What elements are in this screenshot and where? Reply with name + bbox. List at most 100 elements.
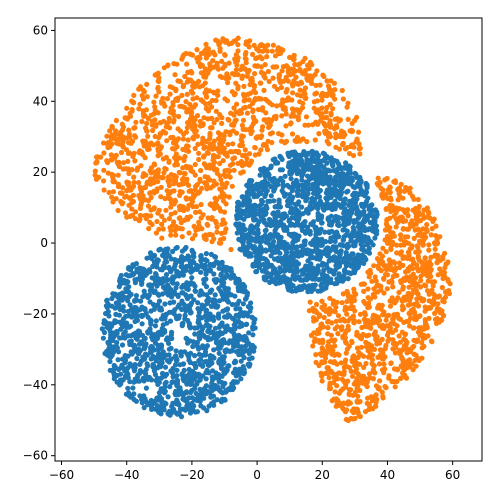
- data-point: [182, 316, 188, 322]
- data-point: [144, 212, 150, 218]
- data-point: [161, 278, 167, 284]
- data-point: [275, 247, 281, 253]
- data-point: [336, 146, 343, 152]
- data-point: [221, 280, 227, 286]
- data-point: [256, 48, 262, 54]
- data-point: [322, 280, 328, 286]
- data-point: [226, 327, 232, 333]
- data-point: [146, 226, 152, 232]
- data-point: [270, 75, 276, 81]
- data-point: [138, 195, 144, 201]
- data-point: [208, 394, 214, 400]
- data-point: [278, 84, 284, 91]
- data-point: [190, 339, 196, 345]
- data-point: [194, 342, 200, 348]
- data-point: [257, 243, 263, 250]
- data-point: [414, 296, 420, 302]
- data-point: [329, 228, 335, 234]
- data-point: [234, 230, 240, 236]
- data-point: [243, 49, 249, 56]
- data-point: [280, 182, 286, 188]
- data-point: [290, 268, 296, 274]
- data-point: [225, 312, 231, 318]
- data-point: [161, 327, 168, 333]
- data-point: [207, 162, 213, 168]
- data-point: [334, 261, 340, 267]
- data-point: [189, 113, 195, 119]
- data-point: [366, 332, 372, 338]
- data-point: [216, 341, 222, 347]
- data-point: [327, 118, 333, 124]
- data-point: [161, 217, 167, 223]
- data-point: [250, 263, 256, 269]
- data-point: [288, 200, 294, 206]
- data-point: [228, 110, 234, 116]
- data-point: [122, 360, 128, 366]
- data-point: [397, 264, 403, 271]
- data-point: [135, 350, 141, 356]
- data-point: [345, 180, 351, 187]
- data-point: [350, 313, 356, 319]
- data-point: [327, 359, 334, 365]
- data-point: [313, 82, 319, 88]
- data-point: [248, 223, 254, 229]
- data-point: [404, 339, 410, 345]
- data-point: [334, 383, 340, 389]
- data-point: [179, 248, 185, 254]
- data-point: [198, 253, 204, 259]
- data-point: [196, 330, 202, 336]
- data-point: [216, 265, 222, 271]
- data-point: [190, 126, 196, 132]
- data-point: [427, 305, 433, 311]
- data-point: [322, 352, 328, 358]
- data-point: [121, 160, 127, 166]
- data-point: [397, 187, 403, 193]
- data-point: [184, 206, 191, 212]
- data-point: [120, 134, 127, 140]
- data-point: [224, 306, 230, 313]
- data-point: [303, 114, 309, 120]
- data-point: [388, 229, 394, 235]
- data-point: [157, 146, 163, 152]
- data-point: [253, 135, 259, 141]
- data-point: [300, 271, 306, 277]
- data-point: [109, 171, 115, 177]
- data-point: [159, 316, 166, 322]
- data-point: [303, 95, 309, 101]
- data-point: [298, 243, 304, 249]
- data-point: [433, 223, 439, 229]
- data-point: [383, 342, 389, 349]
- data-point: [321, 307, 327, 313]
- data-point: [354, 399, 360, 405]
- data-point: [218, 388, 224, 394]
- data-point: [323, 239, 329, 245]
- data-point: [263, 277, 269, 283]
- data-point: [148, 213, 154, 219]
- data-point: [425, 209, 431, 215]
- data-point: [134, 167, 140, 173]
- data-point: [115, 207, 121, 214]
- data-point: [405, 234, 411, 240]
- data-point: [147, 299, 153, 305]
- data-point: [188, 164, 194, 171]
- data-point: [314, 98, 320, 104]
- data-point: [194, 409, 200, 415]
- data-point: [338, 248, 344, 254]
- data-point: [253, 269, 259, 275]
- data-point: [122, 353, 128, 359]
- data-point: [324, 365, 330, 371]
- data-point: [333, 318, 339, 324]
- data-point: [223, 129, 229, 135]
- data-point: [172, 72, 178, 78]
- data-point: [189, 247, 195, 253]
- data-point: [166, 119, 172, 125]
- data-point: [135, 328, 142, 334]
- data-point: [388, 246, 394, 252]
- data-point: [435, 256, 441, 262]
- data-point: [241, 83, 247, 89]
- data-point: [289, 188, 295, 194]
- data-point: [238, 309, 244, 315]
- data-point: [104, 297, 110, 303]
- data-point: [180, 376, 186, 382]
- data-point: [255, 192, 261, 198]
